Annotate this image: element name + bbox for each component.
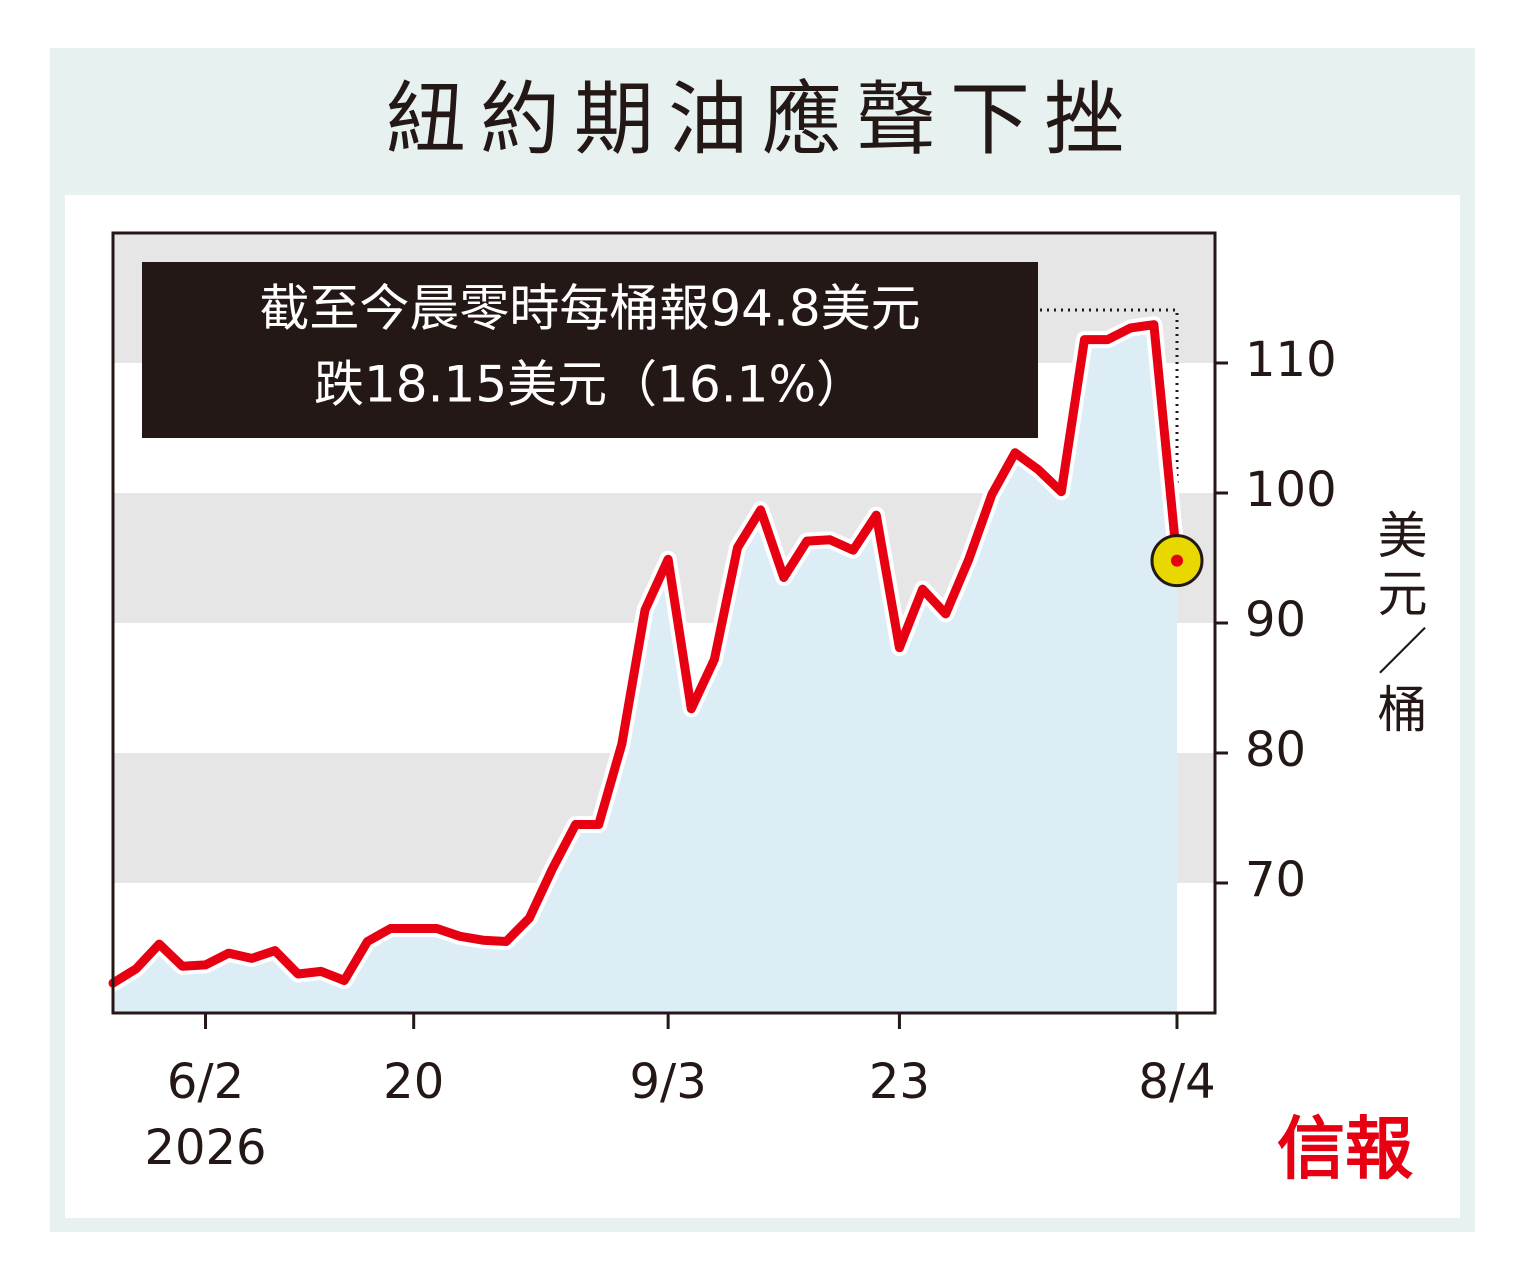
x-tick-label: 9/3: [630, 1054, 707, 1110]
x-tick-label: 23: [869, 1054, 930, 1110]
x-tick-label: 8/4: [1138, 1054, 1215, 1110]
chart-title: 紐約期油應聲下挫: [386, 73, 1138, 166]
annotation-text: 截至今晨零時每桶報94.8美元: [259, 280, 920, 338]
y-tick-label: 70: [1245, 852, 1306, 908]
x-tick-label: 20: [383, 1054, 444, 1110]
y-tick-label: 100: [1245, 462, 1337, 518]
annotation-box: [142, 262, 1038, 438]
x-tick-label: 6/2: [167, 1054, 244, 1110]
annotation-text: 跌18.15美元（16.1%）: [314, 356, 866, 414]
plot-frame: [111, 231, 1217, 1015]
y-tick-label: 90: [1245, 592, 1306, 648]
x-year-label: 2026: [144, 1120, 266, 1176]
y-axis-label: 美元／桶: [1370, 509, 1428, 741]
y-tick-label: 110: [1245, 332, 1337, 388]
area-fill: [113, 324, 1177, 1013]
end-dot: [1171, 554, 1183, 567]
y-tick-label: 80: [1245, 722, 1306, 778]
line: [108, 320, 1182, 988]
source-logo: 信報: [1277, 1110, 1413, 1190]
plot: 70 80 90 100 110 截至今晨零時每桶報94.8美元跌18.15美元（16.1…: [104, 231, 1337, 1176]
